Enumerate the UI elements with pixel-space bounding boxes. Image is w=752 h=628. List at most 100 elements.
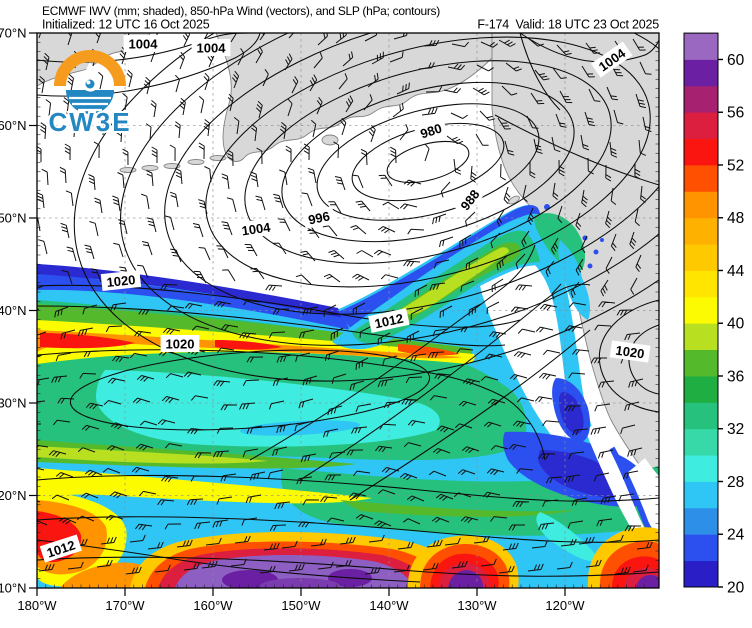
pressure-label-bg bbox=[160, 335, 200, 352]
lon-tick-label: 170°W bbox=[105, 598, 145, 613]
colorbar-cell bbox=[684, 481, 718, 509]
pressure-label: 1004 bbox=[235, 217, 277, 240]
pressure-label: 1020 bbox=[160, 335, 200, 352]
axes: 70°N 60°N 50°N 40°N 30°N 20°N 10°N 180°W 170°W 16… bbox=[0, 26, 585, 614]
pressure-label-bg bbox=[100, 270, 142, 291]
lat-tick-label: 30°N bbox=[0, 396, 27, 411]
colorbar-cell bbox=[684, 217, 718, 245]
pressure-label-bg bbox=[39, 534, 82, 563]
pressure-label: 1012 bbox=[368, 308, 410, 333]
pressure-label-text: 1004 bbox=[129, 37, 159, 52]
lat-tick-label: 70°N bbox=[0, 26, 27, 41]
colorbar-tick-label: 40 bbox=[727, 316, 745, 333]
colorbar-tick-label: 32 bbox=[727, 421, 744, 438]
colorbar-tick-label: 36 bbox=[727, 368, 744, 385]
colorbar-cell bbox=[684, 164, 718, 192]
colorbar-cell bbox=[684, 244, 718, 271]
colorbar-cell bbox=[684, 349, 718, 377]
pressure-label-bg bbox=[302, 206, 336, 230]
valid-label: F-174 Valid: 18 UTC 23 Oct 2025 bbox=[477, 18, 659, 32]
logo-drop-swirl-gap bbox=[86, 80, 91, 85]
colorbar-cell bbox=[684, 507, 718, 535]
colorbar-tick-label: 20 bbox=[727, 580, 745, 597]
lon-tick-label: 140°W bbox=[369, 598, 409, 613]
lon-tick-label: 120°W bbox=[545, 598, 585, 613]
colorbar-cell bbox=[684, 270, 718, 298]
logo-wordmark: CW3E bbox=[48, 107, 131, 137]
colorbar-cell bbox=[684, 428, 718, 456]
aleutian-island bbox=[187, 159, 205, 165]
colorbar-tick-label: 44 bbox=[727, 263, 745, 280]
pressure-label-text: 1020 bbox=[106, 272, 136, 290]
colorbar-cell bbox=[684, 455, 718, 482]
colorbar-tick-label: 28 bbox=[727, 474, 744, 491]
pressure-label-bg bbox=[453, 182, 486, 217]
colorbar-tick-label: 60 bbox=[727, 52, 745, 69]
pressure-label: 1012 bbox=[39, 534, 82, 563]
colorbar-cell bbox=[684, 59, 718, 87]
pressure-label-text: 996 bbox=[307, 208, 331, 227]
pressure-label: 1020 bbox=[100, 270, 142, 291]
lat-tick-label: 10°N bbox=[0, 581, 27, 596]
colorbar-tick-label: 52 bbox=[727, 157, 744, 174]
logo-drop-swirl bbox=[85, 79, 95, 89]
logo-blue-half-disc bbox=[66, 90, 114, 114]
colorbar-outline bbox=[683, 32, 719, 588]
init-label: Initialized: 12 UTC 16 Oct 2025 bbox=[42, 18, 210, 32]
wind-barb-glyphs bbox=[37, 33, 653, 575]
colorbar-cell bbox=[684, 112, 718, 140]
pressure-label-bg bbox=[590, 41, 633, 78]
pressure-label-bg bbox=[609, 340, 651, 363]
lon-tick-label: 130°W bbox=[457, 598, 497, 613]
colorbar-cell bbox=[684, 534, 718, 562]
colorbar-cell bbox=[684, 85, 718, 113]
lon-tick-label: 160°W bbox=[193, 598, 233, 613]
colorbar-cell bbox=[684, 402, 718, 430]
haida-island bbox=[508, 195, 520, 205]
colorbar-cell bbox=[684, 323, 718, 351]
pressure-label: 1020 bbox=[609, 340, 651, 363]
pressure-label-text: 980 bbox=[418, 121, 443, 142]
lon-tick-label: 180°W bbox=[17, 598, 57, 613]
pressure-label: 980 bbox=[413, 117, 449, 144]
colorbar-cell bbox=[684, 138, 718, 166]
figure-title: ECMWF IWV (mm; shaded), 850-hPa Wind (ve… bbox=[42, 4, 440, 18]
colorbar-cell bbox=[684, 33, 718, 60]
colorbar-cell bbox=[684, 375, 718, 403]
cw3e-logo: CW3E bbox=[46, 50, 132, 139]
pressure-label-text: 1004 bbox=[241, 219, 272, 238]
pressure-label-text: 1020 bbox=[166, 337, 195, 352]
colorbar-tick-label: 56 bbox=[727, 105, 744, 122]
graticule bbox=[37, 33, 659, 588]
pressure-label-bg bbox=[413, 117, 449, 144]
colorbar-cell bbox=[684, 296, 718, 324]
pressure-label: 996 bbox=[302, 206, 336, 230]
logo-orange-arc bbox=[54, 50, 126, 87]
lat-tick-label: 60°N bbox=[0, 118, 27, 133]
pressure-label-bg bbox=[368, 308, 410, 333]
lat-tick-label: 50°N bbox=[0, 211, 27, 226]
aleutian-island bbox=[141, 165, 159, 171]
pressure-label-text: 1012 bbox=[373, 311, 404, 332]
pressure-label-bg bbox=[191, 39, 231, 56]
aleutian-island bbox=[119, 167, 137, 173]
pressure-label: 1004 bbox=[123, 35, 163, 52]
aleutian-island bbox=[163, 163, 181, 169]
lon-tick-label: 150°W bbox=[281, 598, 321, 613]
colorbar-tick-label: 48 bbox=[727, 210, 744, 227]
colorbar-cell bbox=[684, 560, 718, 588]
lat-tick-label: 20°N bbox=[0, 488, 27, 503]
pressure-label-text: 1020 bbox=[615, 343, 646, 362]
wind-barbs bbox=[37, 33, 653, 575]
lat-tick-label: 40°N bbox=[0, 303, 27, 318]
colorbar-tick-label: 24 bbox=[727, 527, 745, 544]
colorbar-cell bbox=[684, 191, 718, 219]
pressure-label-bg bbox=[235, 217, 277, 240]
pressure-label: 1004 bbox=[191, 39, 231, 56]
pressure-label-text: 1004 bbox=[197, 41, 227, 56]
pressure-label-bg bbox=[123, 35, 163, 52]
colorbar: 20 24 28 32 36 40 44 48 52 56 60 bbox=[683, 32, 745, 597]
